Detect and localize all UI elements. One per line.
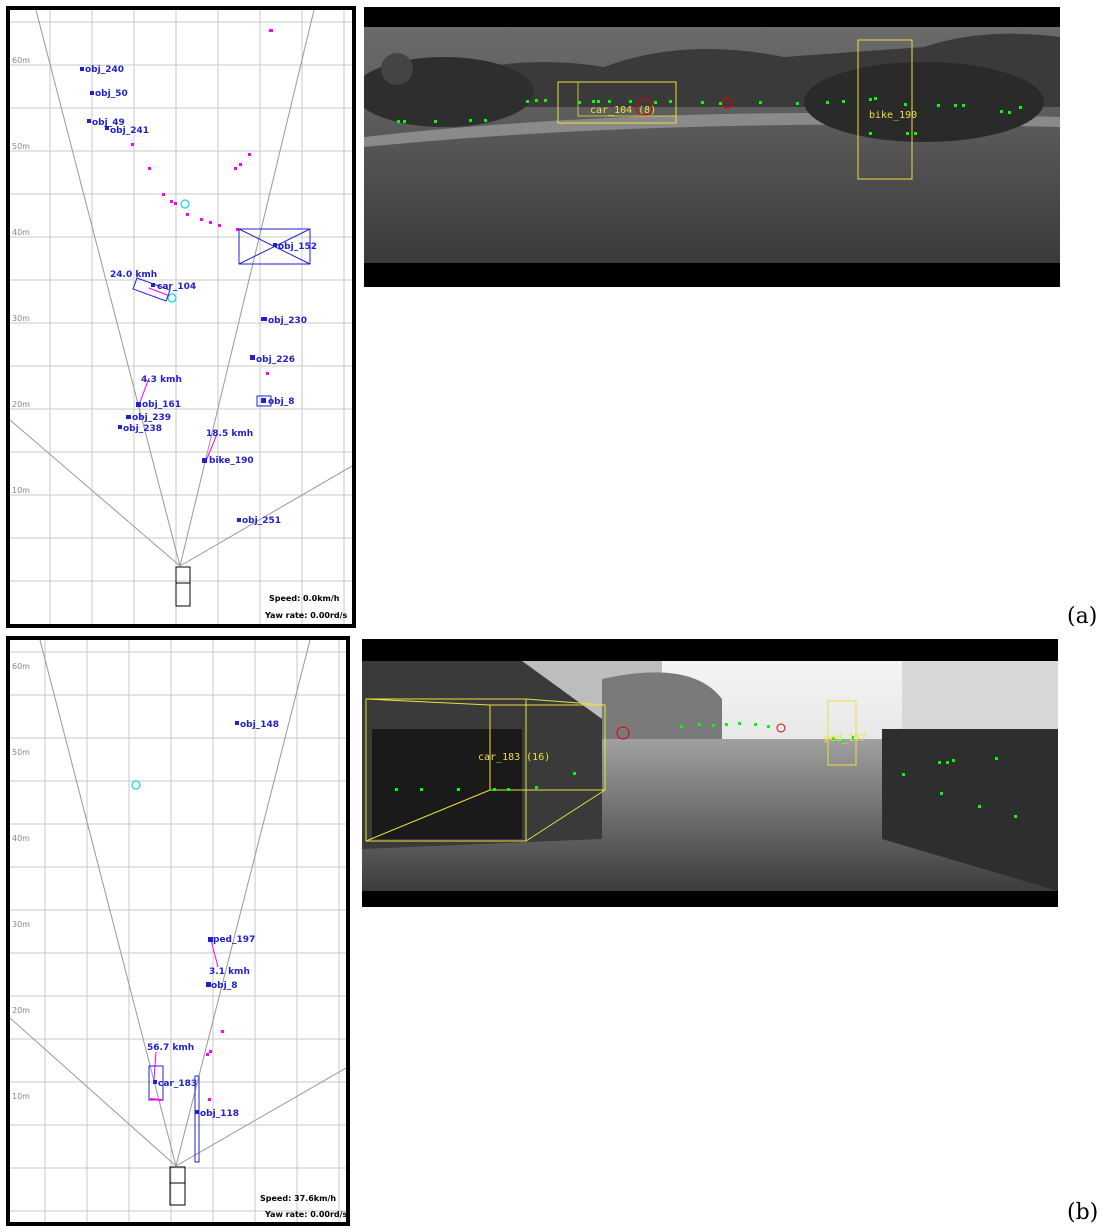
obj-label-obj_8: obj_8: [268, 397, 294, 407]
obj-label-obj_239: obj_239: [132, 413, 171, 423]
object-labels-a: obj_240 obj_50 obj_49 obj_241 obj_152 ca…: [85, 65, 317, 526]
axis-label: 40m: [12, 834, 30, 843]
map-canvas-b: 60m 50m 40m 30m 20m 10m obj_1: [10, 640, 346, 1222]
figure-label-a: (a): [1067, 604, 1098, 629]
obj-label-ped_197: ped_197: [213, 935, 255, 945]
axis-label: 20m: [12, 1006, 30, 1015]
obj-label-obj_230: obj_230: [268, 316, 307, 326]
velocity-label: 56.7 kmh: [147, 1043, 194, 1053]
track-points-a: [131, 29, 273, 375]
speed-readout: Speed: 0.0km/h: [269, 594, 340, 603]
map-grid-b: [10, 640, 346, 1222]
obj-label-obj_50: obj_50: [95, 89, 128, 99]
axis-label: 60m: [12, 662, 30, 671]
track-points-b: [206, 1030, 224, 1101]
cam-label-car: car_104 (8): [590, 105, 656, 116]
axis-label: 10m: [12, 486, 30, 495]
obj-label-obj_152: obj_152: [278, 242, 317, 252]
ego-vehicle: [169, 1166, 186, 1206]
axis-label: 30m: [12, 314, 30, 323]
axis-label: 30m: [12, 920, 30, 929]
axis-label: 50m: [12, 748, 30, 757]
obj-label-obj_8: obj_8: [211, 981, 237, 991]
velocity-vectors-b: [153, 939, 219, 1081]
velocity-label: 4.3 kmh: [141, 375, 182, 385]
cam-label-car: car_183 (16): [478, 752, 550, 763]
axis-labels-a: 60m 50m 40m 30m 20m 10m: [12, 56, 30, 495]
speed-readout: Speed: 37.6km/h: [260, 1194, 336, 1203]
velocity-vectors-a: [138, 287, 218, 462]
cam-label-ped: ped_197: [824, 733, 866, 744]
axis-label: 10m: [12, 1092, 30, 1101]
axis-label: 20m: [12, 400, 30, 409]
camera-view-b: car_183 (16) ped_197: [362, 639, 1058, 907]
obj-label-obj_251: obj_251: [242, 516, 281, 526]
object-points-a: [80, 67, 277, 522]
figure-label-b: (b): [1067, 1200, 1099, 1225]
ego-vehicle: [175, 566, 191, 607]
object-labels-b: obj_148 ped_197 obj_8 car_183 obj_118 3.…: [147, 720, 279, 1119]
obj-label-obj_240: obj_240: [85, 65, 124, 75]
obj-label-obj_49: obj_49: [92, 118, 125, 128]
yaw-readout: Yaw rate: 0.00rd/s: [264, 611, 348, 620]
yaw-readout: Yaw rate: 0.00rd/s: [264, 1210, 346, 1219]
map-grid-a: [10, 10, 352, 624]
camera-image-a: car_104 (8) bike_190: [364, 27, 1060, 263]
map-canvas-a: 60m 50m 40m 30m 20m 10m: [10, 10, 352, 624]
feature-points-a: [397, 97, 1022, 135]
fov-lines-a: [10, 10, 352, 567]
object-boxes-a: [132, 228, 311, 407]
map-view-a: 60m 50m 40m 30m 20m 10m: [6, 6, 356, 628]
object-points-b: [153, 721, 239, 1114]
obj-label-obj_238: obj_238: [123, 424, 162, 434]
obj-label-obj_148: obj_148: [240, 720, 279, 730]
obj-label-obj_161: obj_161: [142, 400, 181, 410]
velocity-label: 18.5 kmh: [206, 429, 253, 439]
axis-label: 60m: [12, 56, 30, 65]
fov-lines-b: [10, 640, 346, 1167]
feature-points-b: [395, 722, 1017, 818]
obj-label-obj_118: obj_118: [200, 1109, 239, 1119]
obj-label-bike_190: bike_190: [209, 456, 254, 466]
obj-label-car_104: car_104: [157, 282, 196, 292]
ghost-markers-a: [167, 199, 190, 303]
velocity-label: 3.1 kmh: [209, 967, 250, 977]
map-view-b: 60m 50m 40m 30m 20m 10m obj_1: [6, 636, 350, 1226]
camera-view-a: car_104 (8) bike_190: [364, 7, 1060, 287]
obj-label-car_183: car_183: [158, 1079, 197, 1089]
axis-label: 40m: [12, 228, 30, 237]
ghost-markers-b: [131, 780, 141, 790]
axis-labels-b: 60m 50m 40m 30m 20m 10m: [12, 662, 30, 1101]
obj-label-obj_241: obj_241: [110, 126, 149, 136]
cam-label-bike: bike_190: [869, 110, 917, 121]
camera-image-b: car_183 (16) ped_197: [362, 661, 1058, 891]
velocity-label: 24.0 kmh: [110, 270, 157, 280]
obj-label-obj_226: obj_226: [256, 355, 295, 365]
axis-label: 50m: [12, 142, 30, 151]
